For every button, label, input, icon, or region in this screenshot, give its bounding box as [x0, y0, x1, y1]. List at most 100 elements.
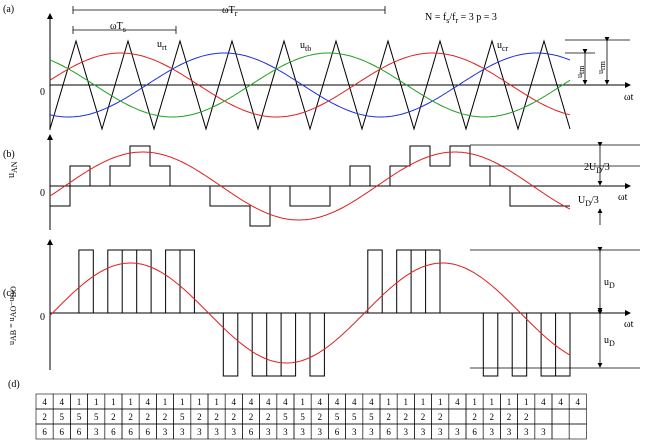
table-cell-value: 1 — [300, 397, 305, 407]
table-cell-value: 2 — [214, 412, 219, 422]
table-cell-value: 5 — [94, 412, 99, 422]
panel-b-label: (b) — [3, 149, 15, 160]
table-cell-value: 4 — [541, 397, 546, 407]
uc-label: ucr — [497, 40, 509, 53]
table-cell-value: 6 — [386, 427, 391, 437]
table-cell — [568, 408, 587, 425]
table-cell-value: 5 — [335, 412, 340, 422]
table-cell-value: 3 — [352, 427, 357, 437]
table-cell — [551, 408, 570, 425]
carrier-triangle-wave — [49, 39, 571, 131]
table-cell-value: 6 — [111, 427, 116, 437]
table-cell-value: 1 — [197, 397, 202, 407]
table-cell-value: 1 — [490, 397, 495, 407]
table-cell-value: 3 — [163, 427, 168, 437]
table-cell-value: 1 — [180, 397, 185, 407]
panel-c-zero: 0 — [40, 312, 45, 323]
table-cell-value: 3 — [421, 427, 426, 437]
table-cell-value: 1 — [111, 397, 116, 407]
ua-label: urt — [157, 39, 168, 52]
reference-a-wave — [49, 52, 571, 118]
table-cell — [534, 408, 553, 425]
ub-label: utb — [300, 40, 311, 53]
table-cell-value: 2 — [232, 412, 237, 422]
table-cell — [568, 423, 587, 440]
table-cell-value: 3 — [318, 427, 323, 437]
table-cell-value: 5 — [300, 412, 305, 422]
table-cell-value: 4 — [576, 397, 581, 407]
table-cell-value: 3 — [438, 427, 443, 437]
table-cell-value: 6 — [60, 427, 65, 437]
table-cell-value: 2 — [146, 412, 151, 422]
table-cell-value: 3 — [94, 427, 99, 437]
table-cell — [448, 408, 467, 425]
table-cell-value: 2 — [524, 412, 529, 422]
table-cell-value: 1 — [94, 397, 99, 407]
table-cell-value: 2 — [490, 412, 495, 422]
table-cell-value: 1 — [438, 397, 443, 407]
table-cell-value: 2 — [197, 412, 202, 422]
table-cell-value: 2 — [266, 412, 271, 422]
table-cell-value: 3 — [507, 427, 512, 437]
panel-b-axis-label: ωt — [618, 192, 628, 203]
table-cell-value: 6 — [249, 427, 254, 437]
table-cell-value: 4 — [335, 397, 340, 407]
table-cell-value: 1 — [386, 397, 391, 407]
table-cell-value: 1 — [507, 397, 512, 407]
table-cell-value: 6 — [472, 427, 477, 437]
table-cell-value: 2 — [42, 412, 47, 422]
table-cell-value: 2 — [421, 412, 426, 422]
panel-b-zero: 0 — [40, 188, 45, 199]
ud-top-label: uD — [604, 277, 615, 290]
table-cell-value: 1 — [163, 397, 168, 407]
line-voltage-fundamental — [49, 262, 571, 364]
panel-c-ylabel: uAB = uAO−uBO — [7, 286, 18, 345]
reference-b-wave — [49, 52, 571, 118]
table-cell-value: 3 — [541, 427, 546, 437]
table-cell-value: 4 — [558, 397, 563, 407]
table-cell-value: 3 — [232, 427, 237, 437]
params-text: N = fs/fr = 3 p = 3 — [425, 12, 497, 25]
table-cell-value: 2 — [111, 412, 116, 422]
table-cell-value: 2 — [438, 412, 443, 422]
table-cell-value: 1 — [524, 397, 529, 407]
phase-voltage-fundamental — [49, 151, 571, 221]
table-cell-value: 1 — [128, 397, 133, 407]
phase-voltage-pwm — [49, 145, 570, 227]
level-ud3-label: UD/3 — [578, 195, 599, 208]
table-cell-value: 3 — [197, 427, 202, 437]
table-cell-value: 5 — [77, 412, 82, 422]
panel-a: (a) 0 ωt ωTr ωTs N = fs/fr = 3 p = 3 urt… — [3, 4, 634, 131]
panel-a-axis-label: ωt — [624, 92, 634, 103]
ref-period-label: ωTr — [222, 5, 238, 18]
panel-b: (b) 0 ωt uAN 2UD/3 UD/3 — [3, 134, 640, 230]
table-cell-value: 4 — [369, 397, 374, 407]
table-cell-value: 6 — [77, 427, 82, 437]
table-cell-value: 5 — [180, 412, 185, 422]
table-cell-value: 4 — [249, 397, 254, 407]
table-cell-value: 4 — [232, 397, 237, 407]
table-cell-value: 2 — [249, 412, 254, 422]
table-cell-value: 5 — [352, 412, 357, 422]
table-cell-value: 3 — [455, 427, 460, 437]
table-cell-value: 1 — [77, 397, 82, 407]
table-cell-value: 6 — [146, 427, 151, 437]
table-cell-value: 3 — [524, 427, 529, 437]
panel-c: (c) 0 ωt uAB = uAO−uBO uD uD — [3, 239, 640, 377]
table-cell-value: 3 — [180, 427, 185, 437]
table-cell-value: 3 — [283, 427, 288, 437]
reference-c-wave — [49, 52, 571, 118]
line-voltage-pwm — [78, 249, 571, 377]
table-cell-value: 2 — [404, 412, 409, 422]
table-cell-value: 6 — [42, 427, 47, 437]
table-cell-value: 2 — [472, 412, 477, 422]
table-cell-value: 6 — [128, 427, 133, 437]
table-cell-value: 1 — [472, 397, 477, 407]
table-cell-value: 2 — [386, 412, 391, 422]
table-cell-value: 5 — [60, 412, 65, 422]
table-cell-value: 3 — [369, 427, 374, 437]
table-cell-value: 4 — [283, 397, 288, 407]
panel-a-label: (a) — [3, 4, 14, 15]
table-cell-value: 4 — [318, 397, 323, 407]
table-cell-value: 4 — [42, 397, 47, 407]
